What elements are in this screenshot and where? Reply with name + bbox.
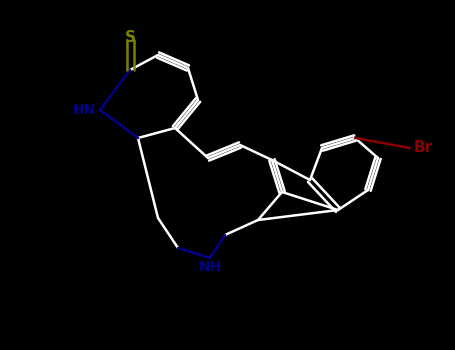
Text: HN: HN <box>73 103 96 117</box>
Text: S: S <box>125 30 136 46</box>
Text: Br: Br <box>414 140 433 155</box>
Text: NH: NH <box>198 260 222 274</box>
